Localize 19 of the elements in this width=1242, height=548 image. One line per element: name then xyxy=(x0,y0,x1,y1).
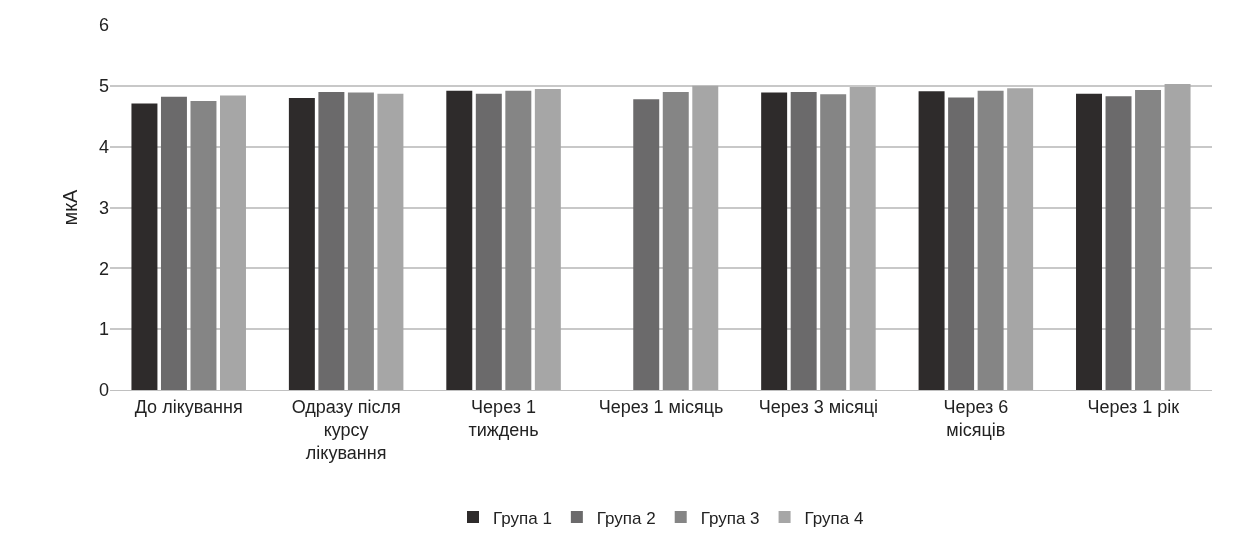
y-tick-label: 0 xyxy=(98,380,109,401)
legend-label: Група 3 xyxy=(700,508,760,528)
legend-label: Група 2 xyxy=(596,508,656,528)
y-tick-label: 3 xyxy=(98,197,109,218)
legend-label: Група 1 xyxy=(493,508,552,528)
x-tick-label: Через 3 місяці xyxy=(758,396,879,417)
x-tick-label: До лікування xyxy=(134,396,243,417)
x-tick-label: Через 6 місяців xyxy=(943,396,1009,440)
x-tick-label: Через 1 рік xyxy=(1087,396,1180,417)
y-tick-label: 1 xyxy=(98,319,109,340)
legend-label: Група 4 xyxy=(804,508,864,528)
x-tick-label: Через 1 тиждень xyxy=(468,396,539,440)
y-tick-label: 5 xyxy=(98,76,109,97)
y-tick-label: 6 xyxy=(98,15,109,36)
x-tick-label: Одразу після курсу лікування xyxy=(291,396,401,464)
y-tick-label: 2 xyxy=(98,258,109,279)
y-axis-title: мкА xyxy=(59,188,82,226)
x-tick-label: Через 1 місяць xyxy=(598,396,724,417)
y-tick-label: 4 xyxy=(98,136,109,157)
